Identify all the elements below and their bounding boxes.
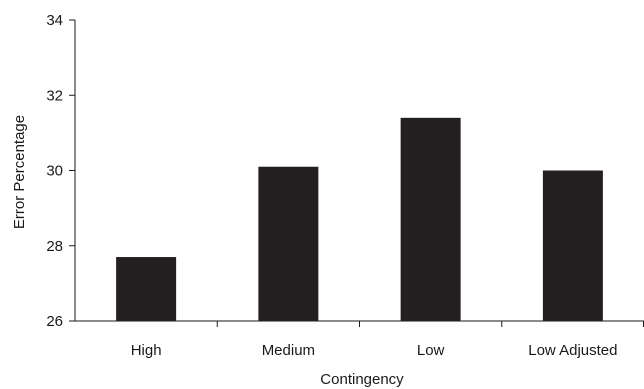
y-tick-label: 26 <box>46 313 63 330</box>
x-axis: High Medium Low Low Adjusted <box>75 320 644 359</box>
y-tick-label: 32 <box>46 87 63 104</box>
y-axis: 26 28 30 32 34 <box>46 12 76 330</box>
x-tick-label: High <box>131 342 162 359</box>
x-tick-label: Low Adjusted <box>528 342 617 359</box>
y-tick-label: 30 <box>46 163 63 180</box>
y-tick-label: 34 <box>46 12 63 29</box>
y-ticks: 26 28 30 32 34 <box>46 12 75 330</box>
bar-low <box>400 117 461 321</box>
x-tick-label: Low <box>417 342 445 359</box>
x-axis-title: Contingency <box>320 371 404 388</box>
bar-low-adjusted <box>542 170 603 321</box>
bar-medium <box>258 166 319 321</box>
bar-high <box>116 257 177 321</box>
bars <box>116 117 603 321</box>
y-tick-label: 28 <box>46 238 63 255</box>
y-axis-title: Error Percentage <box>11 115 28 229</box>
x-ticks: High Medium Low Low Adjusted <box>131 321 644 359</box>
x-tick-label: Medium <box>262 342 315 359</box>
